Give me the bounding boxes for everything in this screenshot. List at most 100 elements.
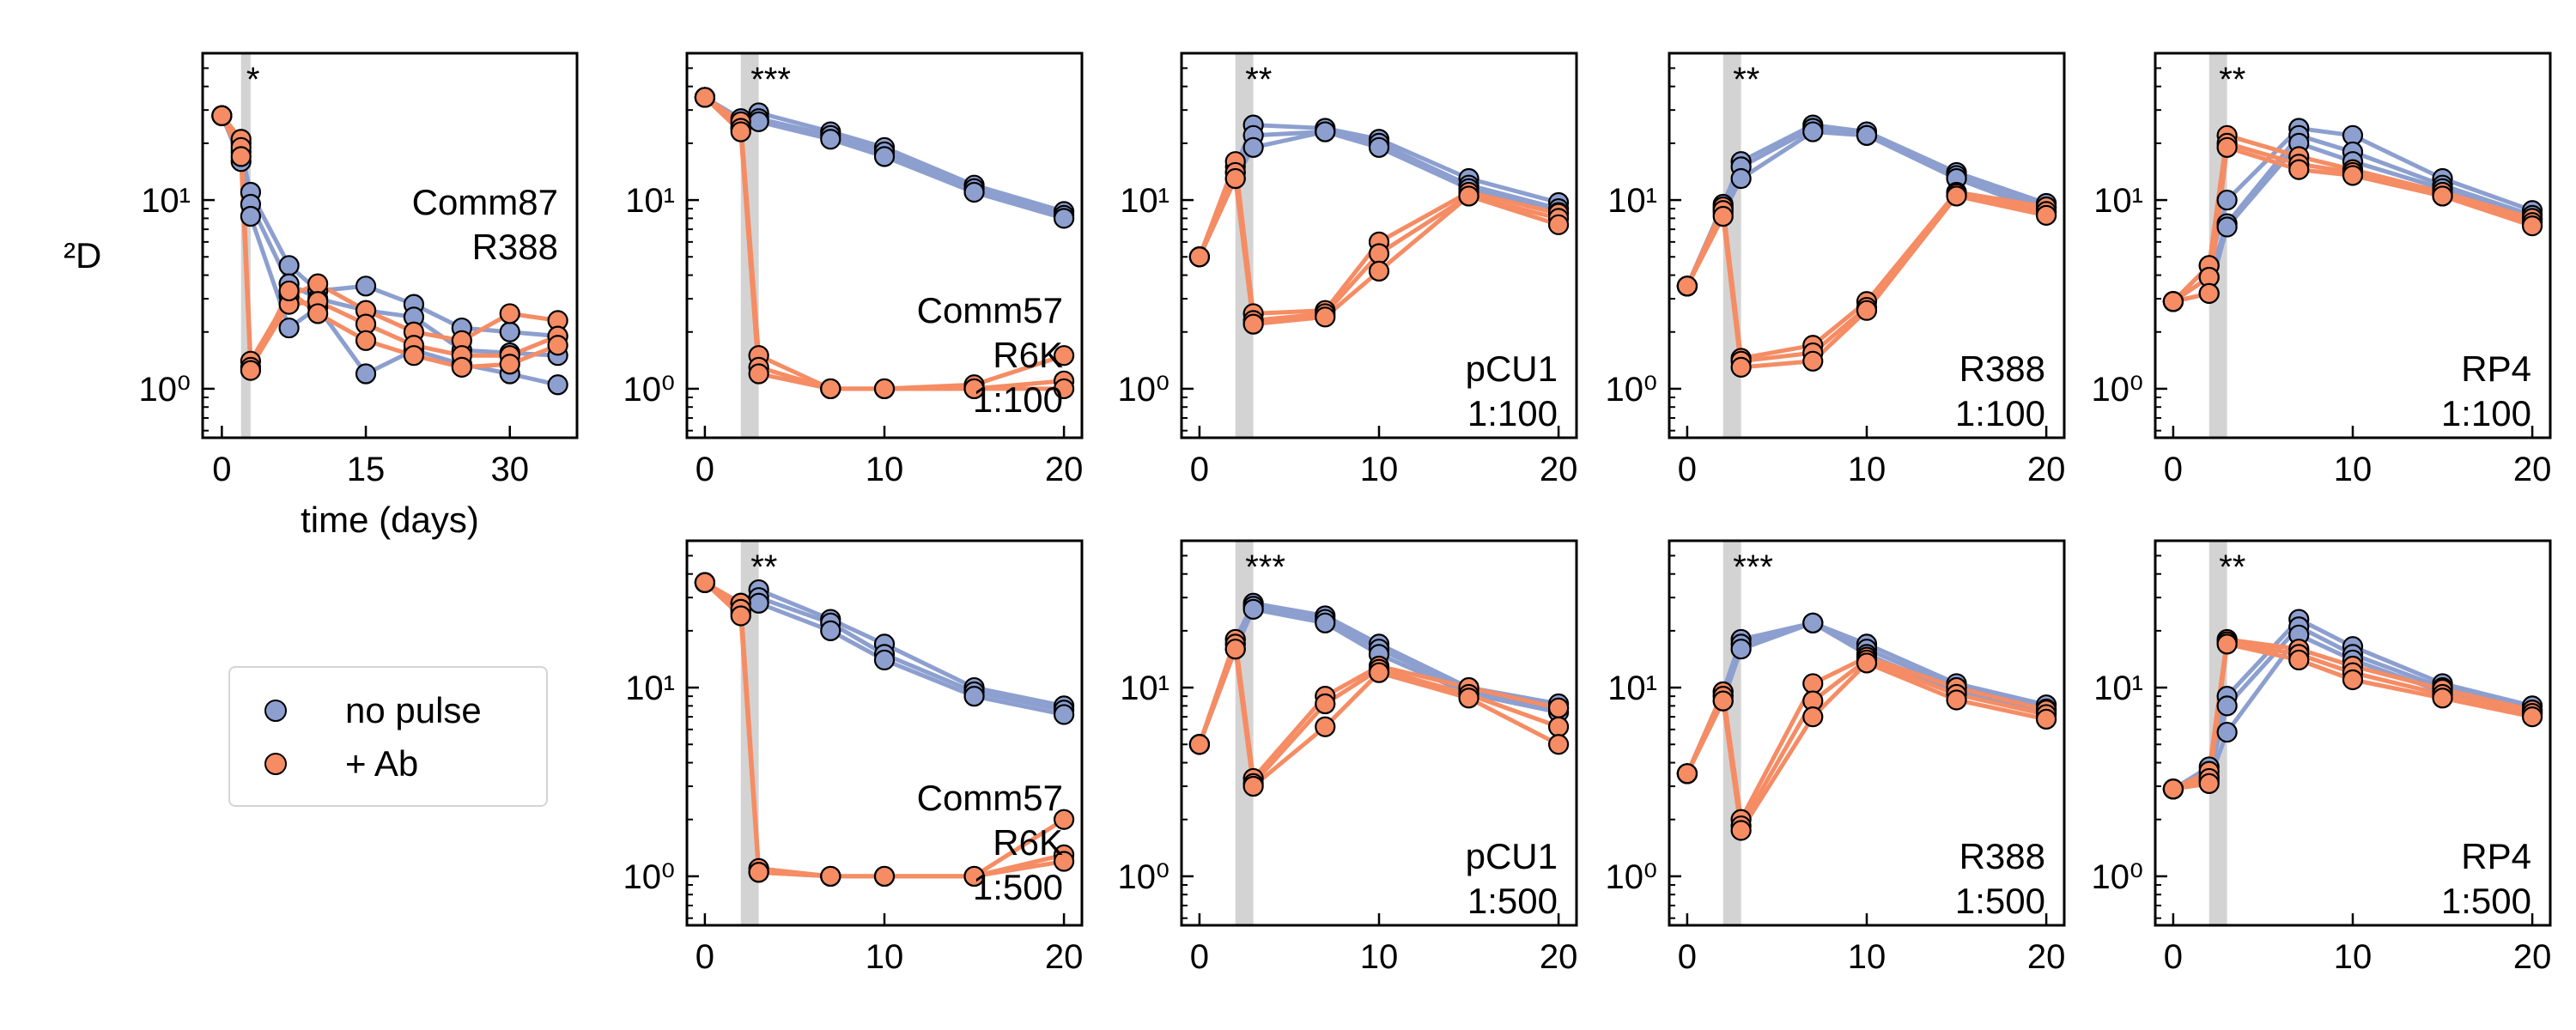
y-tick-label: 10¹ xyxy=(625,670,675,707)
panel-label-line: R6K xyxy=(993,822,1063,863)
data-point-ab xyxy=(1712,690,1734,712)
data-point-ab xyxy=(1458,185,1479,207)
data-point-no-pulse xyxy=(2216,189,2238,211)
data-point-no-pulse xyxy=(1856,124,1878,146)
y-tick-label: 10⁰ xyxy=(1605,858,1657,896)
data-point-no-pulse xyxy=(1053,208,1075,229)
data-point-no-pulse xyxy=(963,686,985,707)
x-tick-label: 10 xyxy=(1360,938,1399,976)
data-point-no-pulse xyxy=(547,374,568,396)
data-point-ab xyxy=(1676,763,1698,785)
x-tick-label: 20 xyxy=(1540,938,1578,976)
significance-stars: *** xyxy=(750,61,791,99)
x-tick-label: 20 xyxy=(2027,938,2066,976)
panel-label-line: pCU1 xyxy=(1466,836,1558,876)
data-point-no-pulse xyxy=(820,129,841,150)
data-point-no-pulse xyxy=(820,620,841,641)
data-point-no-pulse xyxy=(963,181,985,203)
data-point-ab xyxy=(1242,313,1264,335)
x-tick-label: 20 xyxy=(2513,938,2552,976)
data-point-no-pulse xyxy=(873,146,896,167)
data-point-no-pulse xyxy=(748,592,769,614)
y-tick-label: 10¹ xyxy=(1120,670,1170,707)
y-tick-label: 10⁰ xyxy=(623,858,675,896)
axes-frame xyxy=(685,539,1084,927)
data-point-ab xyxy=(873,378,896,400)
data-point-ab xyxy=(1856,300,1878,321)
data-point-ab xyxy=(499,303,520,324)
data-point-no-pulse xyxy=(1242,136,1264,158)
x-tick-label: 10 xyxy=(2334,938,2372,976)
panel-label-line: 1:500 xyxy=(1955,881,2045,921)
data-point-ab xyxy=(211,105,233,126)
data-point-ab xyxy=(1802,673,1824,694)
data-point-ab xyxy=(748,862,769,883)
data-point-ab xyxy=(820,865,841,888)
x-tick-label: 10 xyxy=(1848,451,1886,488)
panel-label-line: R388 xyxy=(1959,348,2045,389)
axes-frame xyxy=(2154,539,2552,927)
data-point-ab xyxy=(451,356,472,378)
data-point-no-pulse xyxy=(1802,121,1824,142)
series-line-no-pulse xyxy=(219,113,561,358)
x-tick-label: 0 xyxy=(212,451,231,488)
data-point-ab xyxy=(694,87,716,108)
x-tick-label: 0 xyxy=(2164,938,2183,976)
y-tick-label: 10¹ xyxy=(1120,182,1170,220)
data-point-no-pulse xyxy=(2216,216,2238,238)
panel-label-line: 1:500 xyxy=(1467,881,1558,921)
data-point-ab xyxy=(547,335,568,356)
y-tick-label: 10⁰ xyxy=(1117,371,1170,409)
panel-r388-500: 10⁰ 10¹ 0 10 20 *** R388 1:500 xyxy=(1605,539,2066,976)
data-point-ab xyxy=(963,865,985,888)
panel-label-line: RP4 xyxy=(2461,348,2531,389)
data-point-no-pulse xyxy=(240,205,261,227)
x-tick-label: 20 xyxy=(1540,451,1578,488)
data-point-ab xyxy=(240,360,261,381)
data-point-no-pulse xyxy=(1315,612,1336,633)
data-point-ab xyxy=(2216,136,2238,158)
data-point-ab xyxy=(278,280,300,302)
x-tick-label: 10 xyxy=(1360,451,1399,488)
data-point-ab xyxy=(2035,708,2057,730)
data-point-ab xyxy=(1315,693,1336,715)
data-point-ab xyxy=(1802,350,1824,372)
panel-label-line: Comm57 xyxy=(917,778,1063,818)
significance-stars: *** xyxy=(1733,548,1773,586)
data-point-ab xyxy=(1458,688,1479,709)
y-tick-label: 10¹ xyxy=(2093,670,2143,707)
panel-pcu1-500: 10⁰ 10¹ 0 10 20 *** pCU1 1:500 xyxy=(1117,539,1578,976)
data-point-ab xyxy=(1188,734,1211,755)
significance-stars: ** xyxy=(1245,61,1272,99)
data-point-ab xyxy=(1676,276,1698,297)
data-point-ab xyxy=(1224,639,1246,660)
x-tick-label: 20 xyxy=(1045,451,1084,488)
data-point-no-pulse xyxy=(1242,598,1264,620)
legend-item-ab: + Ab xyxy=(264,740,418,788)
data-point-ab xyxy=(1547,716,1570,737)
x-tick-label: 10 xyxy=(2334,451,2372,488)
legend: no pulse + Ab xyxy=(228,666,548,807)
data-point-ab xyxy=(2198,282,2220,304)
panel-label-line: 1:500 xyxy=(2441,881,2531,921)
data-point-ab xyxy=(820,378,841,400)
data-point-ab xyxy=(1053,378,1075,400)
significance-stars: ** xyxy=(1733,61,1759,99)
data-point-ab xyxy=(230,146,252,167)
x-tick-label: 20 xyxy=(2027,451,2066,488)
x-tick-label: 20 xyxy=(2513,451,2552,488)
data-point-no-pulse xyxy=(1730,639,1752,660)
data-point-ab xyxy=(730,605,751,627)
data-point-no-pulse xyxy=(355,276,377,297)
data-point-ab xyxy=(2216,633,2238,655)
axes-frame xyxy=(1180,539,1578,927)
panel-label-line: RP4 xyxy=(2461,836,2531,876)
data-point-ab xyxy=(2162,291,2184,312)
data-point-ab xyxy=(963,378,985,400)
data-point-ab xyxy=(499,354,520,375)
data-point-ab xyxy=(1315,306,1336,328)
y-tick-label: 10¹ xyxy=(625,182,675,220)
y-tick-label: 10¹ xyxy=(2093,182,2143,220)
x-tick-label: 15 xyxy=(347,451,386,488)
